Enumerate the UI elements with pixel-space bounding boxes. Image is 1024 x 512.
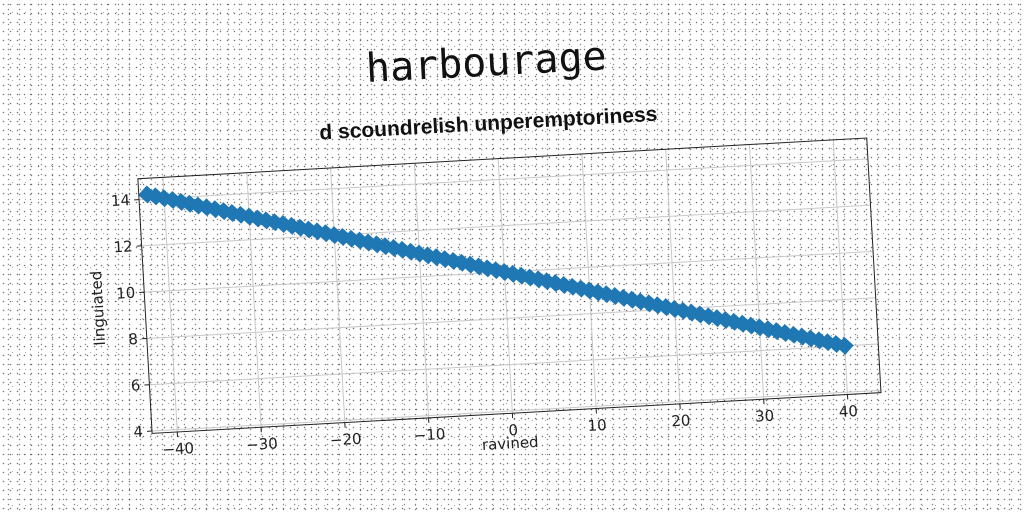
y-grid-line [146, 297, 876, 339]
x-tick-label: −40 [162, 439, 195, 459]
y-grid-line [141, 204, 871, 247]
y-tick-label: 14 [110, 191, 130, 210]
x-tick-label: −20 [329, 430, 362, 450]
grid-lines [134, 139, 881, 437]
plot-frame [137, 137, 882, 434]
y-grid-line [139, 158, 868, 201]
y-tick-label: 12 [113, 237, 133, 256]
x-grid-line [497, 158, 513, 414]
y-tick-label: 6 [130, 376, 141, 395]
x-tick-label: 40 [838, 402, 858, 421]
x-grid-line [748, 144, 765, 400]
x-grid-line [665, 149, 681, 404]
x-tick-label: 30 [755, 407, 775, 426]
x-tick-label: −10 [413, 425, 446, 445]
x-grid-line [162, 177, 178, 432]
x-tick-label: 0 [508, 421, 519, 440]
x-tick-labels: −40 −30 −20 −10 0 10 20 30 40 [162, 402, 859, 459]
x-grid-line [330, 167, 346, 423]
data-point [835, 336, 854, 355]
y-tick-label: 4 [133, 423, 144, 442]
y-tick-labels: 4 6 8 10 12 14 [110, 191, 143, 441]
x-grid-line [581, 153, 597, 409]
y-grid-line [151, 389, 881, 432]
y-grid-line [149, 343, 879, 386]
x-tick-label: 20 [671, 411, 691, 430]
x-tick-label: 10 [587, 416, 607, 435]
y-tick-label: 8 [128, 330, 139, 349]
data-points [138, 185, 854, 355]
x-grid-line [832, 139, 848, 395]
y-tick-label: 10 [116, 284, 136, 303]
chart-subtitle: d scoundrelish unperemptoriness [319, 103, 658, 145]
x-axis-label: ravined [481, 433, 539, 454]
y-axis-label: linguiated [87, 270, 109, 346]
x-grid-line [413, 163, 430, 418]
x-tick-label: −30 [246, 434, 279, 454]
